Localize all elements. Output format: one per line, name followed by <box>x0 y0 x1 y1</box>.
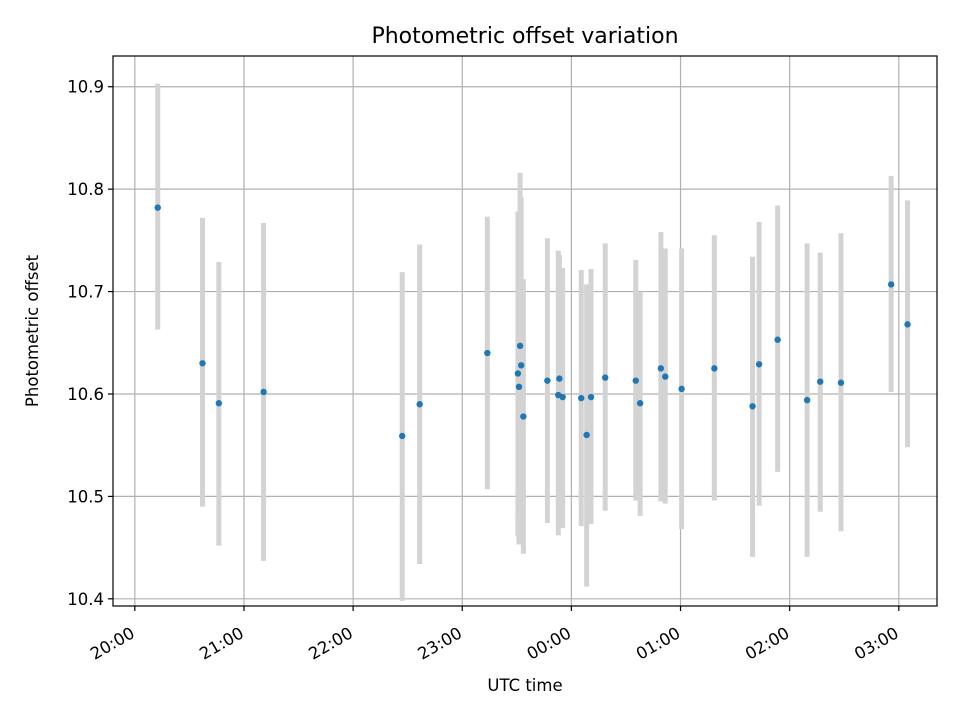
data-point <box>559 393 566 401</box>
data-point <box>515 383 523 391</box>
data-point <box>602 374 609 381</box>
chart-title: Photometric offset variation <box>371 24 678 49</box>
data-point <box>837 379 845 386</box>
data-point <box>711 365 718 372</box>
data-point <box>514 370 522 377</box>
y-axis-ticks: 10.4 10.5 10.6 10.7 10.8 10.9 <box>67 78 113 609</box>
y-tick-label: 10.9 <box>67 78 104 97</box>
data-point <box>583 431 590 439</box>
data-point <box>755 361 763 368</box>
data-point <box>904 321 911 328</box>
data-point <box>516 342 524 350</box>
data-point <box>215 400 223 407</box>
data-point <box>154 204 161 211</box>
plot-frame <box>112 55 938 607</box>
data-point <box>632 377 639 384</box>
x-axis-label: UTC time <box>487 676 562 695</box>
data-point <box>678 385 685 393</box>
data-point <box>520 413 527 420</box>
data-point <box>803 396 811 404</box>
y-tick-label: 10.6 <box>67 385 104 404</box>
data-point <box>774 336 781 343</box>
data-point <box>260 388 267 396</box>
data-points <box>154 204 911 440</box>
y-tick-label: 10.5 <box>67 487 104 506</box>
data-point <box>657 365 665 372</box>
y-tick-label: 10.7 <box>67 283 104 302</box>
data-point <box>199 360 206 367</box>
data-point <box>544 377 551 384</box>
data-point <box>517 362 525 369</box>
data-point <box>416 401 423 408</box>
data-point <box>587 393 595 401</box>
data-point <box>484 349 491 357</box>
data-point <box>887 281 895 288</box>
data-point <box>578 394 585 402</box>
data-point <box>556 375 563 382</box>
data-point <box>817 378 824 385</box>
data-point <box>636 400 644 407</box>
y-tick-label: 10.4 <box>67 590 104 609</box>
y-tick-label: 10.8 <box>67 180 104 199</box>
data-point <box>662 373 669 380</box>
data-point <box>749 403 756 410</box>
y-axis-label: Photometric offset <box>23 254 42 407</box>
data-point <box>399 432 406 440</box>
